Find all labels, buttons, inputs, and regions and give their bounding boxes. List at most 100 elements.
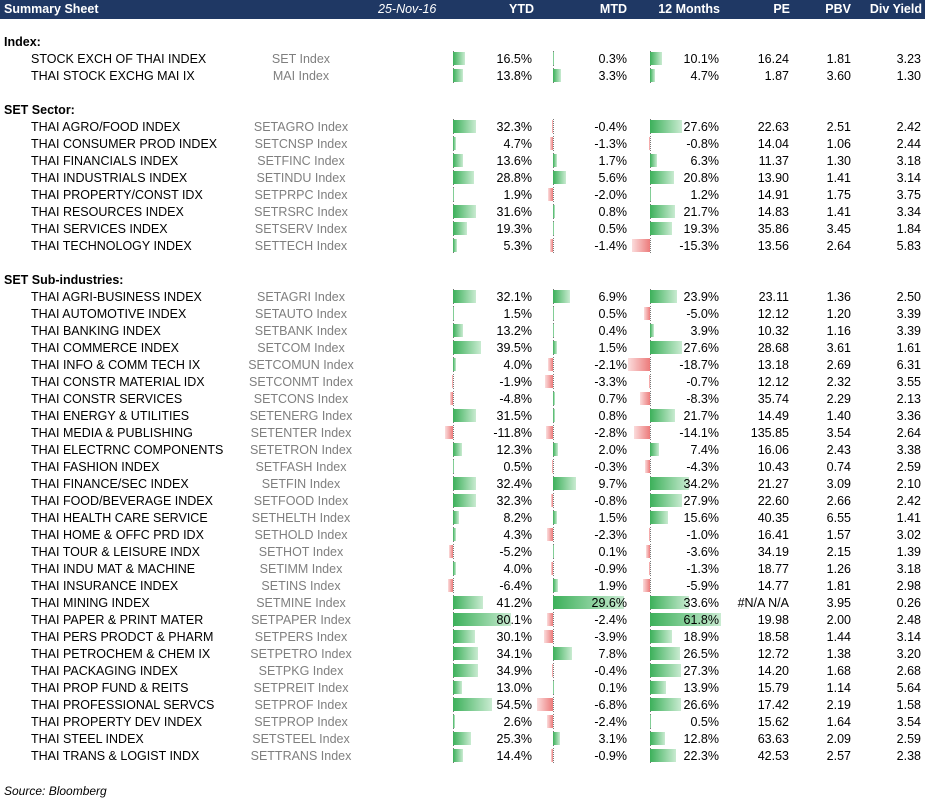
table-row: THAI TECHNOLOGY INDEX SETTECH Index 5.3% -1… (0, 237, 925, 254)
ytd-value: 25.3% (496, 732, 532, 746)
section-title: SET Sector: (4, 103, 75, 117)
index-name: THAI ELECTRNC COMPONENTS (31, 443, 224, 457)
index-name: THAI FINANCE/SEC INDEX (31, 477, 189, 491)
table-row: THAI BANKING INDEX SETBANK Index 13.2% 0.4%… (0, 322, 925, 339)
index-ticker: SETPKG Index (258, 664, 344, 678)
div-yield-value: 1.58 (896, 698, 921, 712)
pbv-value: 0.74 (826, 460, 851, 474)
ytd-value: 1.5% (503, 307, 533, 321)
12m-value: 21.7% (683, 205, 719, 219)
index-name: THAI PROPERTY/CONST IDX (31, 188, 203, 202)
mtd-value: -0.8% (594, 494, 627, 508)
12m-value: 7.4% (690, 443, 720, 457)
div-yield-value: 3.14 (896, 630, 921, 644)
12m-bar (649, 375, 650, 388)
index-name: STOCK EXCH OF THAI INDEX (31, 52, 207, 66)
pbv-value: 1.44 (826, 630, 851, 644)
mtd-value: 7.8% (598, 647, 628, 661)
mtd-value: 0.3% (598, 52, 628, 66)
12m-bar (650, 443, 659, 456)
12m-value: -0.8% (686, 137, 719, 151)
div-yield-value: 3.23 (896, 52, 921, 66)
12m-axis-line (650, 136, 651, 151)
pe-value: 14.04 (757, 137, 789, 151)
table-row: THAI ELECTRNC COMPONENTS SETETRON Index 12… (0, 441, 925, 458)
index-ticker: SETPROF Index (254, 698, 348, 712)
12m-value: 61.8% (683, 613, 719, 627)
div-yield-value: 2.13 (896, 392, 921, 406)
div-yield-value: 3.18 (896, 562, 921, 576)
div-yield-value: 2.44 (896, 137, 921, 151)
pe-value: 15.79 (757, 681, 789, 695)
table-row: THAI MEDIA & PUBLISHING SETENTER Index -11… (0, 424, 925, 441)
index-ticker: SETINDU Index (256, 171, 346, 185)
ytd-value: 39.5% (496, 341, 532, 355)
table-row: THAI COMMERCE INDEX SETCOM Index 39.5% 1.5%… (0, 339, 925, 356)
12m-bar (649, 137, 650, 150)
ytd-value: 28.8% (496, 171, 532, 185)
ytd-bar (453, 681, 463, 694)
mtd-bar (553, 290, 570, 303)
index-name: THAI PERS PRODCT & PHARM (31, 630, 214, 644)
pe-value: 14.83 (757, 205, 789, 219)
pe-value: 40.35 (757, 511, 789, 525)
div-yield-value: 3.39 (896, 307, 921, 321)
pbv-value: 2.00 (826, 613, 851, 627)
mtd-bar (553, 392, 555, 405)
ytd-axis-line (453, 544, 454, 559)
mtd-value: 2.0% (598, 443, 628, 457)
column-header-div-yield: Div Yield (869, 2, 922, 16)
mtd-value: 3.3% (598, 69, 628, 83)
mtd-bar (553, 222, 555, 235)
div-yield-value: 3.75 (896, 188, 921, 202)
index-ticker: SETFIN Index (261, 477, 341, 491)
pbv-value: 1.30 (826, 154, 851, 168)
ytd-value: 13.8% (496, 69, 532, 83)
12m-bar (650, 630, 672, 643)
div-yield-value: 1.61 (896, 341, 921, 355)
ytd-bar (453, 341, 482, 354)
index-name: THAI PETROCHEM & CHEM IX (31, 647, 211, 661)
pe-value: 12.12 (757, 307, 789, 321)
pe-value: 16.41 (757, 528, 789, 542)
mtd-value: -3.9% (594, 630, 627, 644)
mtd-value: -0.3% (594, 460, 627, 474)
ytd-bar (451, 375, 453, 388)
ytd-value: -6.4% (499, 579, 532, 593)
div-yield-value: 2.50 (896, 290, 921, 304)
ytd-value: 31.6% (496, 205, 532, 219)
12m-value: -5.9% (686, 579, 719, 593)
div-yield-value: 2.98 (896, 579, 921, 593)
sheet-date: 25-Nov-16 (378, 2, 437, 16)
ytd-bar (453, 409, 476, 422)
mtd-value: 0.7% (598, 392, 628, 406)
table-row: THAI AGRO/FOOD INDEX SETAGRO Index 32.3% -0… (0, 118, 925, 135)
ytd-bar (453, 171, 474, 184)
pe-value: 14.49 (757, 409, 789, 423)
ytd-bar (449, 545, 453, 558)
pbv-value: 1.68 (826, 664, 851, 678)
12m-value: 22.3% (683, 749, 719, 763)
ytd-bar (453, 137, 457, 150)
mtd-bar (549, 239, 553, 252)
mtd-axis-line (553, 714, 554, 729)
pbv-value: 1.36 (826, 290, 851, 304)
12m-axis-line (650, 527, 651, 542)
div-yield-value: 3.38 (896, 443, 921, 457)
table-row: THAI CONSTR MATERIAL IDX SETCONMT Index -1… (0, 373, 925, 390)
mtd-value: -2.4% (594, 715, 627, 729)
div-yield-value: 3.36 (896, 409, 921, 423)
pe-value: 19.98 (757, 613, 789, 627)
ytd-value: 4.0% (503, 358, 533, 372)
12m-bar (650, 205, 675, 218)
mtd-value: -1.3% (594, 137, 627, 151)
ytd-value: 4.0% (503, 562, 533, 576)
ytd-value: 34.1% (496, 647, 532, 661)
index-name: THAI TRANS & LOGIST INDX (31, 749, 200, 763)
index-ticker: SETSTEEL Index (252, 732, 350, 746)
table-row: THAI STOCK EXCHG MAI IX MAI Index 13.8% 3.3… (0, 67, 925, 84)
pbv-value: 1.26 (826, 562, 851, 576)
mtd-bar (553, 205, 555, 218)
index-name: THAI INFO & COMM TECH IX (31, 358, 201, 372)
index-name: THAI AGRI-BUSINESS INDEX (31, 290, 202, 304)
